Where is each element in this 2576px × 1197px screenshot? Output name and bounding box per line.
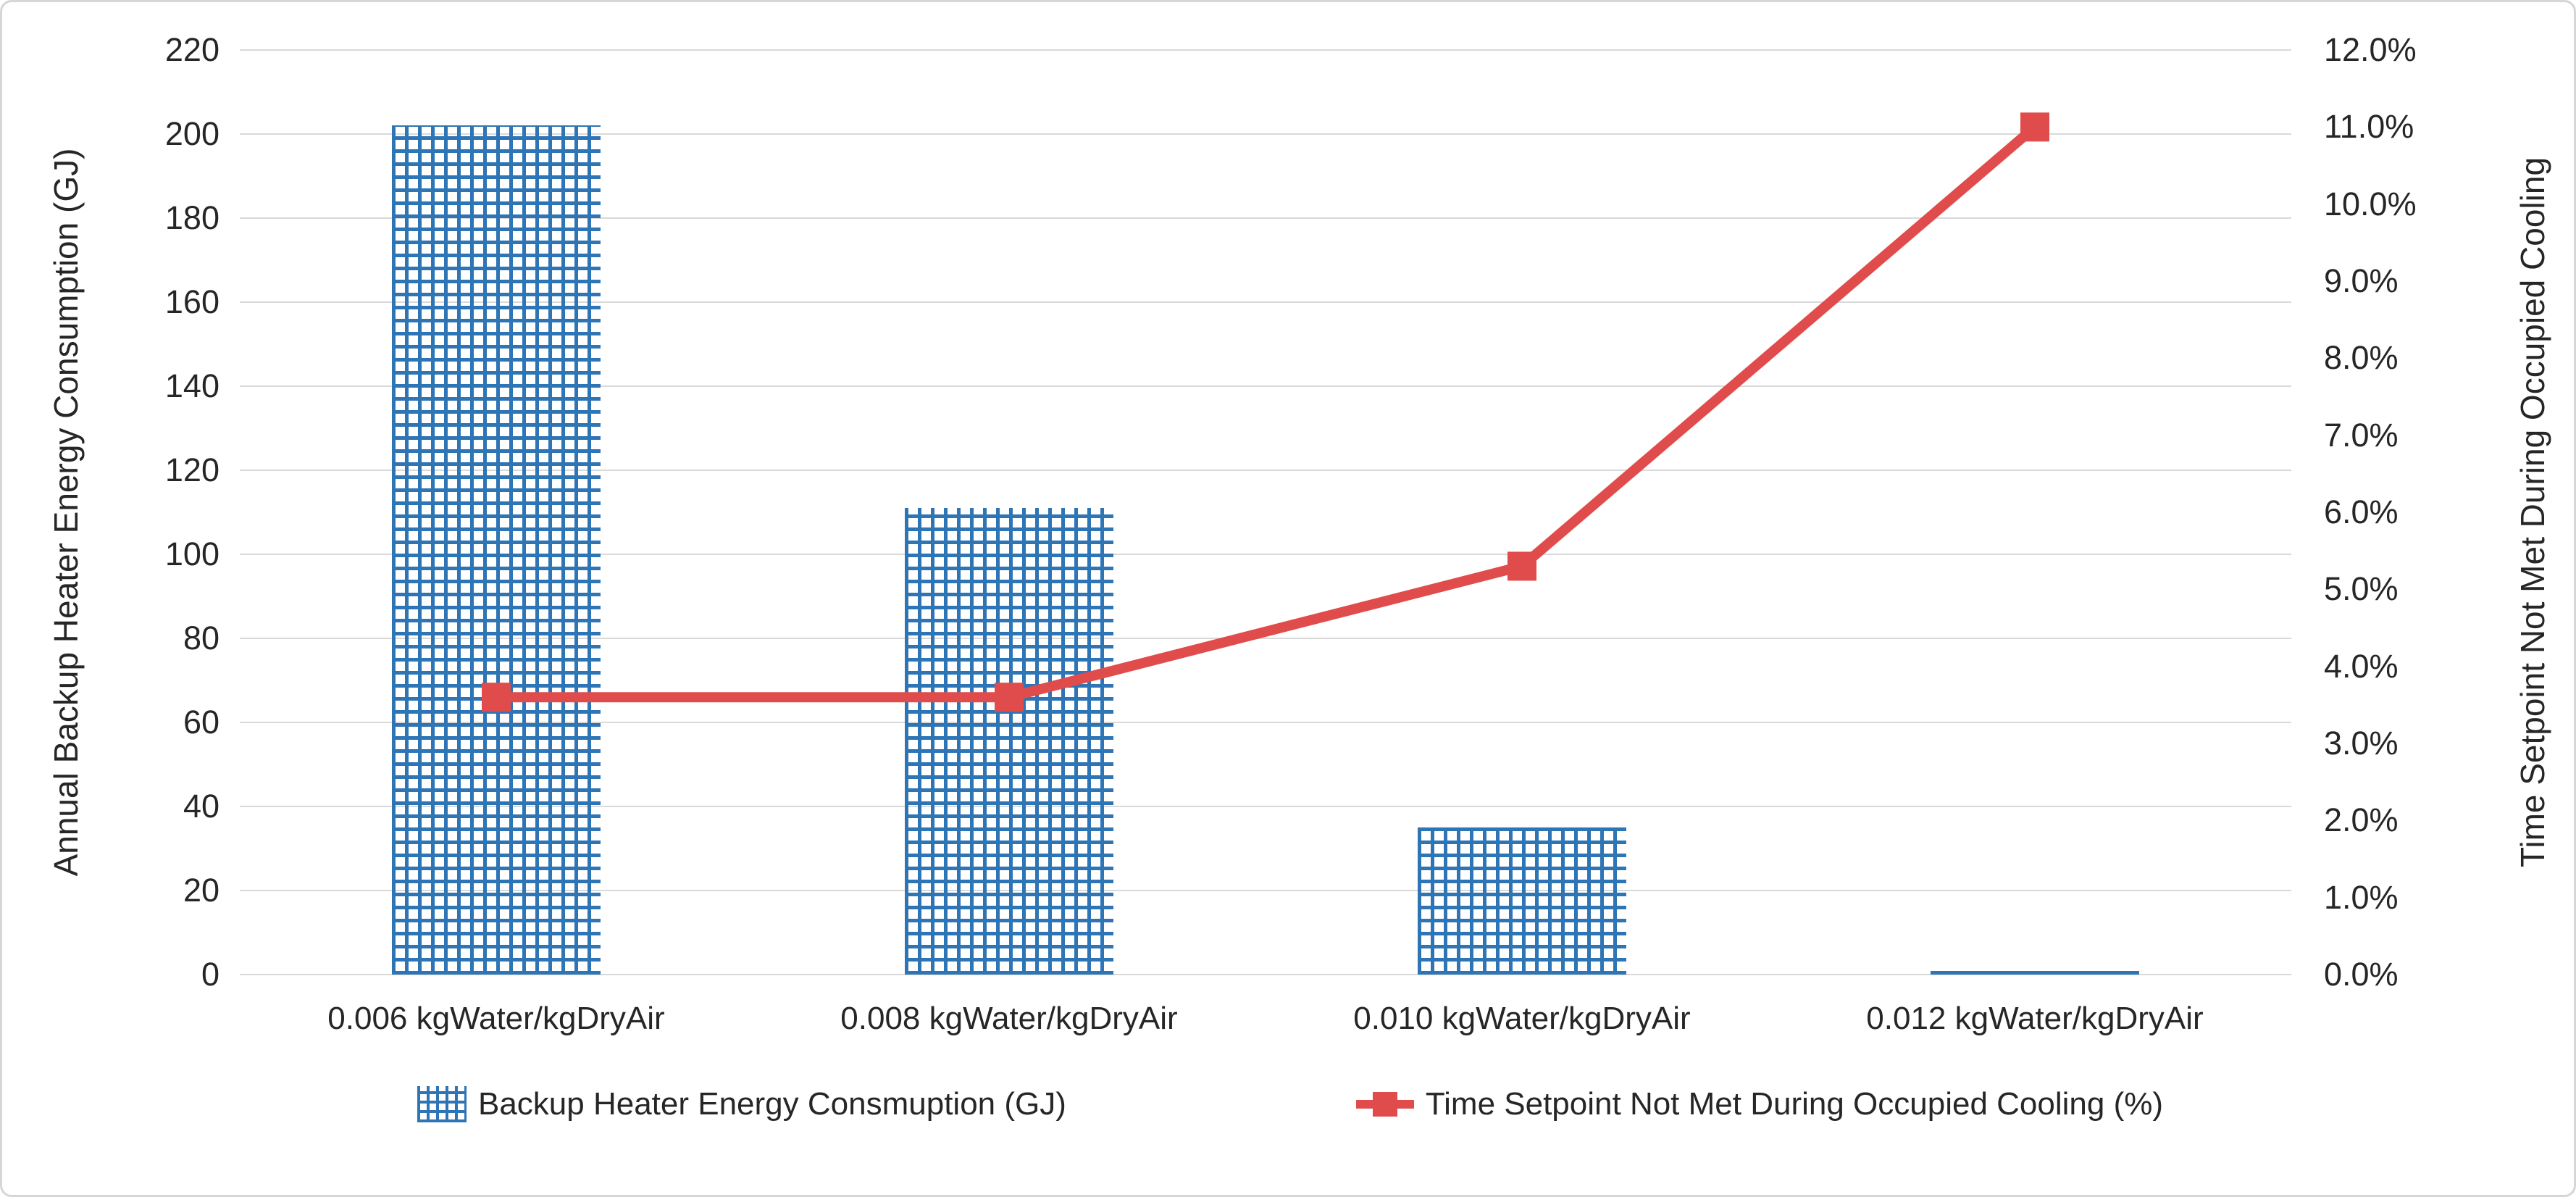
gridline xyxy=(240,722,2291,723)
x-axis-label: 0.008 kgWater/kgDryAir xyxy=(840,1001,1178,1036)
gridline xyxy=(240,470,2291,471)
gridline xyxy=(240,49,2291,51)
left-axis-title: Annual Backup Heater Energy Consumption … xyxy=(47,148,85,877)
right-axis-tick: 0.0% xyxy=(2324,956,2399,993)
plot-area xyxy=(240,49,2291,975)
left-axis-tick: 40 xyxy=(183,788,219,825)
left-axis-tick: 160 xyxy=(164,283,219,320)
right-axis-tick: 1.0% xyxy=(2324,878,2399,916)
bar-hatch-swatch-icon xyxy=(417,1086,467,1122)
right-axis-tick: 2.0% xyxy=(2324,801,2399,839)
legend-label: Time Setpoint Not Met During Occupied Co… xyxy=(1425,1086,2164,1122)
line-marker xyxy=(995,683,1024,712)
right-axis-title: Time Setpoint Not Met During Occupied Co… xyxy=(2514,157,2551,868)
left-axis-tick: 100 xyxy=(164,535,219,572)
gridline xyxy=(240,554,2291,555)
line-marker xyxy=(482,683,511,712)
line-marker xyxy=(1507,551,1536,581)
line-marker xyxy=(2020,112,2049,142)
right-axis-tick: 3.0% xyxy=(2324,725,2399,762)
left-axis-tick: 80 xyxy=(183,620,219,656)
bar-0.012 kgWater/kgDryAir xyxy=(1931,971,2139,975)
left-axis-tick: 220 xyxy=(164,31,219,68)
gridline xyxy=(240,133,2291,135)
gridline xyxy=(240,890,2291,891)
gridline xyxy=(240,974,2291,975)
legend-label: Backup Heater Energy Consmuption (GJ) xyxy=(477,1086,1066,1122)
left-axis-tick: 60 xyxy=(183,704,219,741)
gridline xyxy=(240,638,2291,639)
right-axis-tick: 5.0% xyxy=(2324,570,2399,608)
left-axis-tick: 20 xyxy=(183,872,219,909)
gridline xyxy=(240,385,2291,387)
right-axis-tick: 4.0% xyxy=(2324,647,2399,685)
right-axis-tick: 9.0% xyxy=(2324,262,2399,299)
line-marker-swatch-icon xyxy=(1355,1086,1414,1122)
x-axis-label: 0.010 kgWater/kgDryAir xyxy=(1353,1001,1691,1036)
left-axis-tick: 180 xyxy=(164,199,219,236)
right-axis-tick: 8.0% xyxy=(2324,339,2399,377)
left-axis-tick: 140 xyxy=(164,367,219,404)
left-axis-tick: 120 xyxy=(164,451,219,488)
line-series xyxy=(482,112,2049,712)
bar-0.006 kgWater/kgDryAir xyxy=(392,125,601,975)
legend: Backup Heater Energy Consmuption (GJ) Ti… xyxy=(2,1086,2574,1122)
bar-0.008 kgWater/kgDryAir xyxy=(905,508,1113,975)
legend-item-line: Time Setpoint Not Met During Occupied Co… xyxy=(1355,1086,2164,1122)
gridline xyxy=(240,301,2291,303)
x-axis-label: 0.006 kgWater/kgDryAir xyxy=(327,1001,665,1036)
right-axis-tick: 10.0% xyxy=(2324,185,2417,222)
right-axis-tick: 7.0% xyxy=(2324,416,2399,454)
legend-item-bars: Backup Heater Energy Consmuption (GJ) xyxy=(417,1086,1066,1122)
right-axis-tick: 6.0% xyxy=(2324,493,2399,530)
gridline xyxy=(240,217,2291,219)
right-axis-tick: 11.0% xyxy=(2324,108,2414,146)
gridline xyxy=(240,806,2291,807)
bar-0.010 kgWater/kgDryAir xyxy=(1418,827,1626,975)
left-axis-tick: 200 xyxy=(164,115,219,152)
left-axis-tick: 0 xyxy=(201,956,219,993)
x-axis-label: 0.012 kgWater/kgDryAir xyxy=(1866,1001,2204,1036)
right-axis-tick: 12.0% xyxy=(2324,31,2417,68)
